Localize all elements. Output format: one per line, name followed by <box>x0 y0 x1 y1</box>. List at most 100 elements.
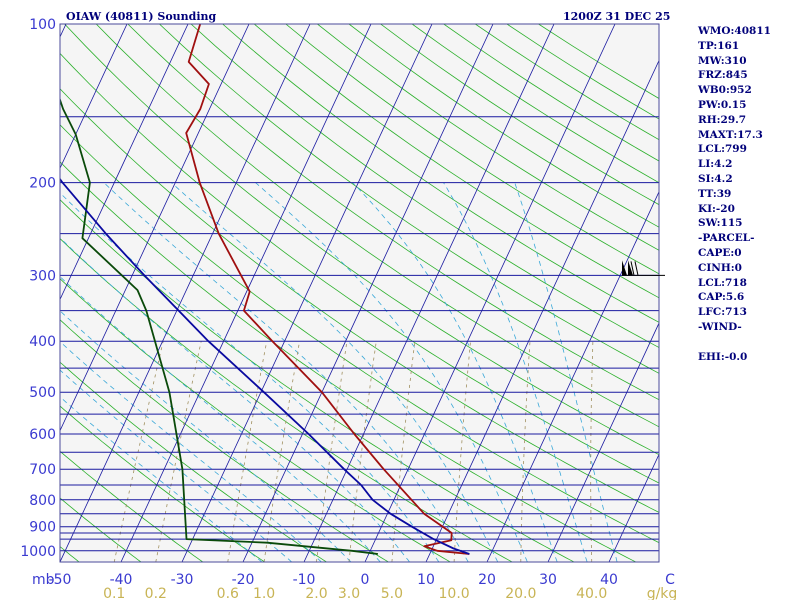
temperature-tick-label: -20 <box>232 572 255 588</box>
dry-adiabat <box>253 24 659 299</box>
mixing-ratio-unit-label: g/kg <box>647 586 678 600</box>
temperature-tick-label: -30 <box>171 572 194 588</box>
temperature-profile <box>185 24 470 555</box>
isotherm <box>364 24 616 562</box>
isotherm <box>486 190 659 562</box>
station-title: OIAW (40811) Sounding <box>66 10 217 23</box>
isotherm <box>60 24 128 170</box>
pressure-tick-label: 100 <box>29 17 56 33</box>
stat-line: PW:0.15 <box>698 98 747 111</box>
mixing-ratio-label: 0.2 <box>145 586 167 600</box>
isotherm <box>425 59 659 562</box>
stat-line: SW:115 <box>698 217 743 230</box>
dry-adiabat <box>95 24 659 428</box>
mixing-ratio-line <box>263 341 300 562</box>
pressure-tick-label: 400 <box>29 334 56 350</box>
chart-grid <box>0 24 659 562</box>
pressure-tick-label: 500 <box>29 385 56 401</box>
wind-barb-flag <box>634 261 639 276</box>
pressure-tick-label: 1000 <box>20 544 56 560</box>
mixing-ratio-label: 20.0 <box>505 586 536 600</box>
mixing-ratio-line <box>391 341 416 562</box>
stat-line: KI:-20 <box>698 202 735 215</box>
stat-line: EHI:-0.0 <box>698 350 748 363</box>
moist-adiabat <box>60 237 410 562</box>
mixing-ratio-line <box>155 341 202 562</box>
pressure-tick-label: 900 <box>29 520 56 536</box>
dry-adiabat <box>0 24 17 562</box>
stat-line: MAXT:17.3 <box>698 128 763 141</box>
plot-frame <box>59 23 660 563</box>
stat-line: RH:29.7 <box>698 113 747 126</box>
dewpoint-profile <box>60 97 379 555</box>
temperature-tick-label: -10 <box>293 572 316 588</box>
mixing-ratio-label: 5.0 <box>381 586 403 600</box>
mixing-ratio-line <box>520 341 531 562</box>
dry-adiabat <box>60 405 265 562</box>
stat-line: SI:4.2 <box>698 172 733 185</box>
isotherm <box>60 24 189 301</box>
stat-line: -WIND- <box>698 320 742 333</box>
dry-adiabat <box>60 450 204 562</box>
dry-adiabat <box>60 278 451 562</box>
temperature-tick-label: -50 <box>49 572 72 588</box>
isotherm <box>60 24 250 432</box>
isotherm <box>60 24 311 562</box>
temperature-tick-label: 40 <box>600 572 618 588</box>
dry-adiabat <box>159 24 659 374</box>
mixing-ratio-line <box>227 341 268 562</box>
mixing-ratio-label: 10.0 <box>439 586 470 600</box>
moist-adiabat <box>103 182 469 562</box>
stat-line: TP:161 <box>698 39 740 52</box>
moist-adiabat <box>514 182 618 562</box>
pressure-tick-label: 700 <box>29 462 56 478</box>
wind-barb <box>622 260 665 276</box>
temperature-tick-label: 30 <box>539 572 557 588</box>
stat-line: LCL:718 <box>698 276 747 289</box>
dry-adiabat <box>60 238 513 562</box>
mixing-ratio-label: 0.1 <box>103 586 125 600</box>
isotherm <box>547 322 659 562</box>
isotherm <box>242 24 494 562</box>
pressure-tick-label: 200 <box>29 176 56 192</box>
stat-line: TT:39 <box>698 187 732 200</box>
isotherm <box>60 24 67 38</box>
sounding-indices-panel: WMO:40811 TP:161 MW:310 FRZ:845 WB0:952 PW:0.… <box>698 24 771 364</box>
temperature-tick-label: -40 <box>110 572 133 588</box>
isotherm <box>120 24 372 562</box>
moist-adiabat <box>255 182 528 562</box>
mixing-ratio-line <box>113 341 164 562</box>
stat-line: LCL:799 <box>698 143 747 156</box>
dry-adiabat <box>60 497 142 562</box>
isotherm <box>303 24 555 562</box>
temperature-tick-label: C <box>665 572 675 588</box>
valid-time: 1200Z 31 DEC 25 <box>563 10 671 23</box>
dry-adiabat <box>285 24 659 275</box>
dry-adiabat <box>127 24 659 401</box>
stat-line: FRZ:845 <box>698 69 748 82</box>
parcel-profile <box>60 177 470 555</box>
dry-adiabat <box>60 161 636 562</box>
stat-line: MW:310 <box>698 54 747 67</box>
wind-barb-pennant <box>622 260 627 276</box>
moist-adiabat <box>171 182 499 562</box>
dry-adiabat <box>60 88 659 513</box>
pressure-tick-label: 600 <box>29 427 56 443</box>
stat-line: WB0:952 <box>698 84 752 97</box>
pressure-unit-label: mb <box>32 572 55 588</box>
dry-adiabat <box>60 199 575 562</box>
dry-adiabat <box>222 24 659 323</box>
pressure-tick-label: 800 <box>29 493 56 509</box>
mixing-ratio-line <box>316 341 348 562</box>
stat-line: CAPE:0 <box>698 246 742 259</box>
pressure-tick-label: 300 <box>29 268 56 284</box>
mixing-ratio-label: 0.6 <box>217 586 239 600</box>
mixing-ratio-label: 2.0 <box>305 586 327 600</box>
moist-adiabat <box>60 396 263 562</box>
stat-line: LFC:713 <box>698 306 747 319</box>
dry-adiabat <box>64 24 659 456</box>
stat-line <box>698 335 771 350</box>
stat-line: LI:4.2 <box>698 158 733 171</box>
stat-line: CAP:5.6 <box>698 291 745 304</box>
